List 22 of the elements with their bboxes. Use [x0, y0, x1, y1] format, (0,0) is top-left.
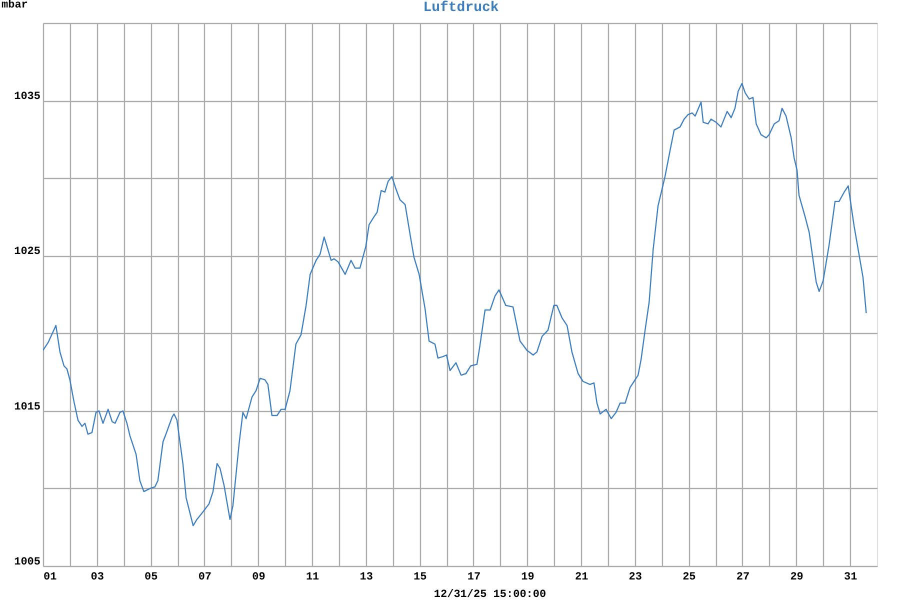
x-tick-label: 09	[252, 572, 266, 584]
x-tick-label: 11	[306, 572, 320, 584]
x-tick-label: 27	[736, 572, 750, 584]
x-tick-label: 21	[574, 572, 589, 584]
x-tick-label: 25	[682, 572, 696, 584]
x-tick-label: 01	[44, 572, 58, 584]
text: 12/31/25 15:00:00	[434, 589, 546, 600]
x-tick-label: 07	[198, 572, 212, 584]
x-tick-label: 05	[144, 572, 158, 584]
x-tick-label: 19	[521, 572, 534, 584]
x-tick-label: 17	[467, 572, 481, 584]
x-tick-label: 03	[90, 572, 104, 584]
x-tick-label: 15	[414, 572, 428, 584]
y-tick-label: 1025	[14, 246, 41, 258]
x-tick-label: 23	[628, 572, 642, 584]
x-tick-label: 29	[790, 572, 804, 584]
y-tick-label: 1015	[14, 401, 41, 414]
chart-title: Luftdruck	[423, 0, 499, 16]
x-tick-label: 31	[844, 572, 858, 584]
y-tick-label: 1035	[14, 91, 41, 104]
x-tick-label: 13	[360, 572, 374, 584]
y-tick-label: 1005	[14, 556, 41, 568]
